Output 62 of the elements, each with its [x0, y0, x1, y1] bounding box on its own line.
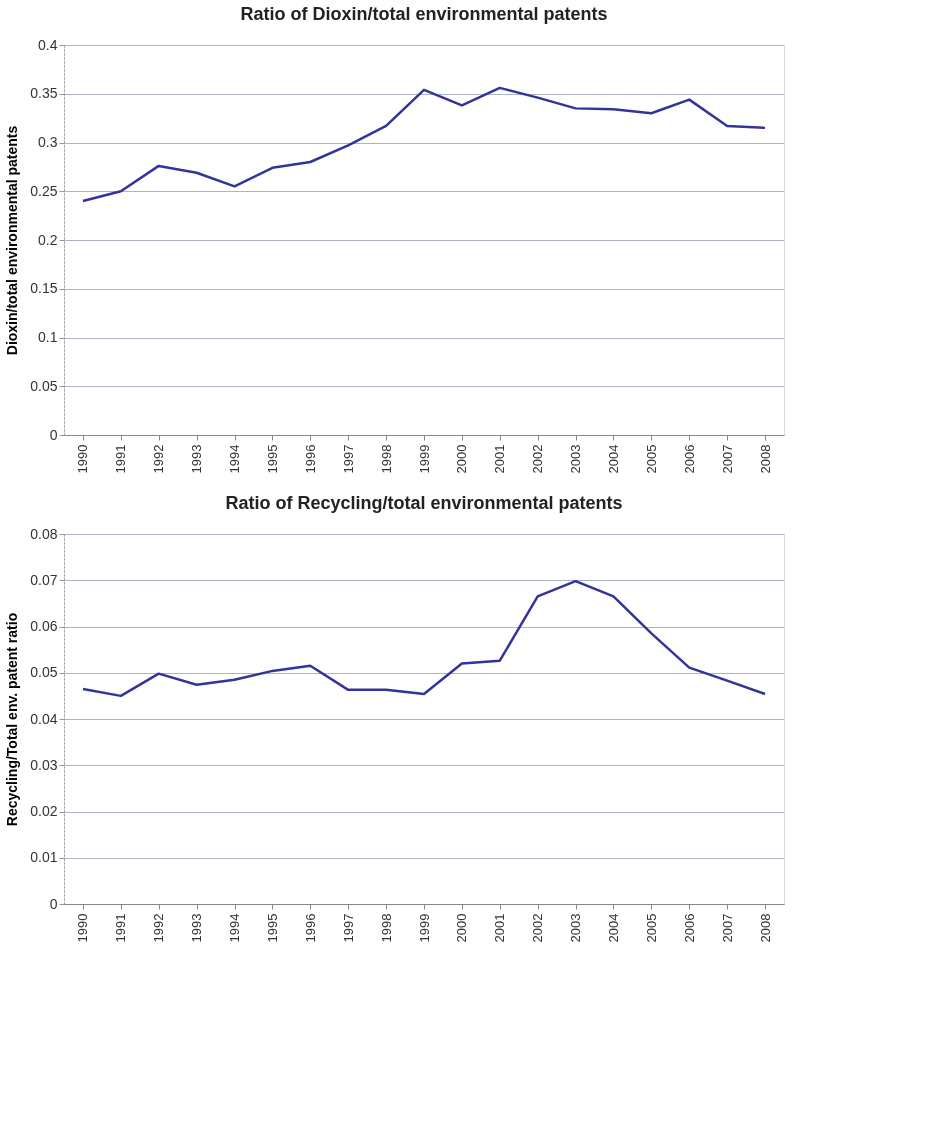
y-tick-label: 0.35 [30, 85, 58, 102]
x-tick-label: 2005 [643, 444, 659, 474]
y-axis-title: Recycling/Total env. patent ratio [4, 612, 21, 827]
y-tick-label: 0.3 [38, 134, 58, 150]
x-tick-label: 2006 [681, 913, 697, 943]
x-tick-label: 2002 [530, 444, 546, 474]
y-tick-label: 0.05 [30, 664, 58, 681]
x-tick-label: 1994 [227, 444, 243, 474]
x-tick-label: 1997 [340, 913, 356, 943]
x-tick-label: 2007 [719, 913, 735, 943]
x-tick-label: 2007 [719, 444, 735, 474]
x-tick-label: 2004 [605, 913, 621, 943]
x-tick-label: 1990 [75, 913, 91, 943]
y-tick-label: 0.25 [30, 182, 58, 199]
y-tick-label: 0 [49, 895, 58, 912]
y-tick-label: 0.07 [30, 571, 58, 588]
line-series [81, 86, 767, 203]
chart-title: Ratio of Dioxin/total environmental patents [240, 4, 608, 24]
x-tick-label: 1998 [378, 913, 394, 943]
y-tick-label: 0.05 [30, 377, 58, 394]
x-tick-label: 1996 [302, 444, 318, 474]
y-tick-label: 0.06 [30, 618, 58, 634]
y-tick-label: 0.1 [38, 329, 58, 345]
x-tick-label: 2008 [757, 913, 773, 943]
x-tick-label: 1995 [264, 444, 280, 474]
x-tick-label: 1992 [151, 913, 167, 943]
x-tick-label: 2001 [492, 444, 508, 474]
x-tick-label: 2003 [568, 444, 584, 474]
x-tick-label: 1996 [302, 913, 318, 943]
y-axis-title: Dioxin/total environmental patents [4, 125, 21, 356]
x-tick-label: 2002 [530, 913, 546, 943]
x-tick-label: 1999 [416, 913, 432, 943]
y-tick-label: 0.01 [30, 849, 58, 866]
y-tick-label: 0.04 [30, 710, 58, 727]
x-tick-label: 1990 [75, 444, 91, 474]
x-tick-label: 1998 [378, 444, 394, 474]
x-tick-label: 1994 [227, 913, 243, 943]
x-tick-label: 1991 [113, 913, 129, 943]
x-tick-label: 2003 [568, 913, 584, 943]
x-tick-label: 1991 [113, 444, 129, 474]
y-tick-label: 0.03 [30, 756, 58, 773]
x-tick-label: 2001 [492, 913, 508, 943]
x-tick-label: 2000 [454, 444, 470, 474]
x-tick-label: 2000 [454, 913, 470, 943]
y-tick-label: 0.15 [30, 280, 58, 297]
x-tick-label: 2008 [757, 444, 773, 474]
chart-title: Ratio of Recycling/total environmental patents [225, 493, 623, 513]
y-tick-label: 0.08 [30, 525, 58, 542]
line-series [81, 579, 767, 698]
x-tick-label: 2005 [643, 913, 659, 943]
x-tick-label: 1997 [340, 444, 356, 474]
x-tick-label: 1999 [416, 444, 432, 474]
x-tick-label: 2004 [605, 444, 621, 474]
x-tick-label: 1993 [189, 913, 205, 943]
x-tick-label: 1995 [264, 913, 280, 943]
y-tick-label: 0.4 [38, 36, 58, 53]
y-tick-label: 0 [49, 426, 58, 443]
x-tick-label: 2006 [681, 444, 697, 474]
y-tick-label: 0.2 [38, 231, 58, 248]
x-tick-label: 1992 [151, 444, 167, 474]
x-tick-label: 1993 [189, 444, 205, 474]
y-tick-label: 0.02 [30, 803, 58, 819]
